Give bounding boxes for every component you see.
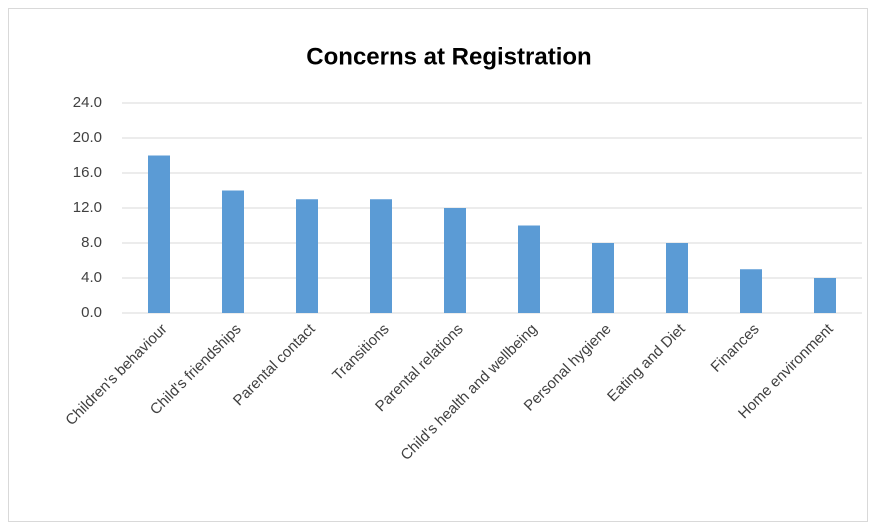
bar <box>666 243 688 313</box>
chart-title: Concerns at Registration <box>306 43 591 70</box>
bar <box>444 208 466 313</box>
chart-border <box>8 8 868 522</box>
bar <box>370 199 392 313</box>
bar <box>296 199 318 313</box>
bar <box>518 225 540 313</box>
y-tick-label: 8.0 <box>81 234 102 251</box>
y-tick-label: 24.0 <box>73 94 102 111</box>
bar <box>148 155 170 313</box>
bar <box>814 278 836 313</box>
bar <box>740 269 762 313</box>
y-tick-label: 4.0 <box>81 269 102 286</box>
bar <box>222 190 244 313</box>
bar <box>592 243 614 313</box>
y-tick-label: 12.0 <box>73 199 102 216</box>
y-tick-label: 20.0 <box>73 129 102 146</box>
y-tick-label: 0.0 <box>81 304 102 321</box>
y-tick-label: 16.0 <box>73 164 102 181</box>
